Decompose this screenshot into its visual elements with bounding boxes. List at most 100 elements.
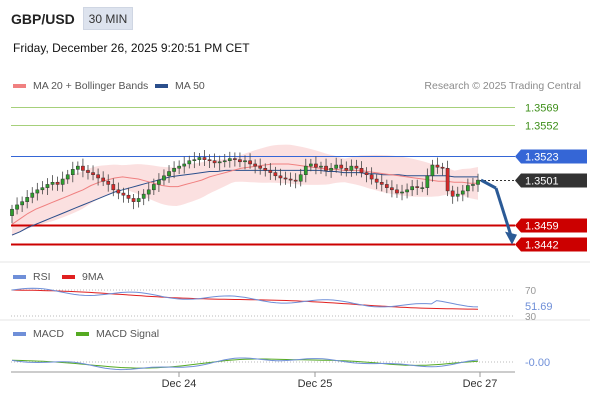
projection-segment: [480, 178, 497, 190]
candle-body: [15, 204, 19, 210]
candle: [20, 196, 24, 212]
candle-body: [207, 159, 212, 161]
level-label-1.3501: 1.3501: [525, 176, 559, 188]
candle: [395, 184, 399, 198]
candle-body: [243, 160, 247, 163]
candle: [334, 157, 339, 173]
candle: [273, 166, 278, 181]
candle: [359, 161, 364, 178]
candle: [40, 181, 45, 195]
candle-body: [30, 192, 35, 198]
candle-body: [40, 187, 45, 191]
candle: [445, 160, 450, 197]
candle-body: [86, 170, 90, 173]
candle: [30, 187, 35, 204]
candle: [167, 165, 171, 183]
candle: [293, 173, 298, 189]
candle: [111, 178, 116, 197]
legend-label-rsi: RSI: [33, 271, 51, 283]
candle-body: [116, 189, 121, 194]
candle: [187, 155, 192, 169]
candle-body: [55, 182, 60, 185]
candle-body: [20, 201, 24, 206]
legend-ma50: MA 50: [155, 80, 205, 92]
macd-zero-label: -0.00: [525, 357, 550, 369]
legend-swatch-macd: [13, 332, 26, 336]
candle: [410, 179, 415, 196]
candle-body: [91, 172, 95, 175]
candle-body: [450, 190, 455, 197]
legend-swatch-rsi: [13, 275, 26, 279]
candle: [157, 173, 161, 192]
level-tag-1.3501: [515, 173, 587, 188]
candle-body: [354, 165, 359, 169]
candle: [91, 165, 95, 181]
candle-body: [233, 158, 237, 160]
candle-body: [273, 172, 278, 177]
candle-body: [25, 197, 30, 202]
candle: [319, 161, 323, 174]
candle: [101, 171, 106, 187]
candle: [146, 182, 151, 202]
candle-body: [379, 182, 384, 185]
candle-body: [106, 180, 111, 185]
candle-body: [202, 157, 207, 160]
candle-body: [278, 175, 283, 179]
candle: [455, 186, 460, 202]
candle-body: [374, 178, 379, 183]
candle-body: [35, 189, 40, 194]
level-tag-1.3459: [515, 218, 587, 233]
legend-macd: MACD: [13, 328, 64, 340]
candle-body: [212, 160, 217, 164]
candle: [415, 179, 420, 196]
candle: [182, 156, 187, 174]
candle: [420, 181, 425, 193]
legend-rsi: RSI: [13, 271, 51, 283]
projection-segment: [494, 187, 513, 237]
candle-body: [293, 179, 298, 182]
candle-body: [349, 165, 354, 171]
candle-body: [364, 172, 369, 175]
rsi-last-value: 51.69: [525, 301, 553, 313]
candle: [278, 168, 283, 186]
level-label-1.3569: 1.3569: [525, 103, 559, 115]
candle-body: [253, 163, 257, 167]
candle: [364, 167, 369, 183]
candle: [405, 183, 409, 199]
candle: [349, 159, 354, 177]
candle: [233, 152, 237, 167]
candle-body: [314, 163, 318, 168]
projection-arrowhead: [505, 231, 517, 245]
candle-body: [192, 159, 197, 161]
datetime-label: Friday, December 26, 2025 9:20:51 PM CET: [13, 41, 250, 55]
candle-body: [319, 165, 323, 168]
legend-ma20: MA 20 + Bollinger Bands: [13, 80, 148, 92]
legend-swatch-macd-signal: [76, 332, 89, 336]
timeframe-badge[interactable]: 30 MIN: [83, 7, 133, 30]
legend-label-ma50: MA 50: [175, 80, 205, 92]
legend-swatch-ma50: [155, 84, 168, 88]
candle: [303, 158, 308, 183]
candle-body: [182, 163, 187, 167]
candle: [369, 167, 374, 185]
candle-body: [222, 160, 227, 163]
candle-body: [455, 193, 460, 197]
candle: [197, 152, 202, 166]
candle: [471, 177, 475, 192]
candle-body: [430, 164, 435, 177]
candle-body: [65, 174, 70, 180]
candle: [151, 178, 156, 195]
candle: [116, 182, 121, 200]
candles: [10, 150, 480, 224]
candle: [70, 161, 75, 183]
candle-body: [157, 179, 161, 185]
candle: [15, 197, 19, 215]
candle-body: [344, 168, 349, 171]
candle-body: [445, 168, 450, 192]
candle: [263, 163, 268, 177]
candle-body: [410, 186, 415, 191]
candle: [390, 180, 394, 198]
legend-swatch-rsi-ma: [62, 275, 75, 279]
